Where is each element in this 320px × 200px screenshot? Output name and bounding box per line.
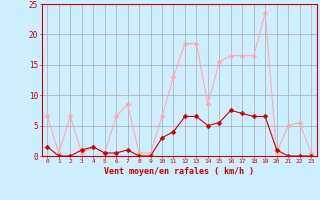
X-axis label: Vent moyen/en rafales ( km/h ): Vent moyen/en rafales ( km/h ) <box>104 167 254 176</box>
